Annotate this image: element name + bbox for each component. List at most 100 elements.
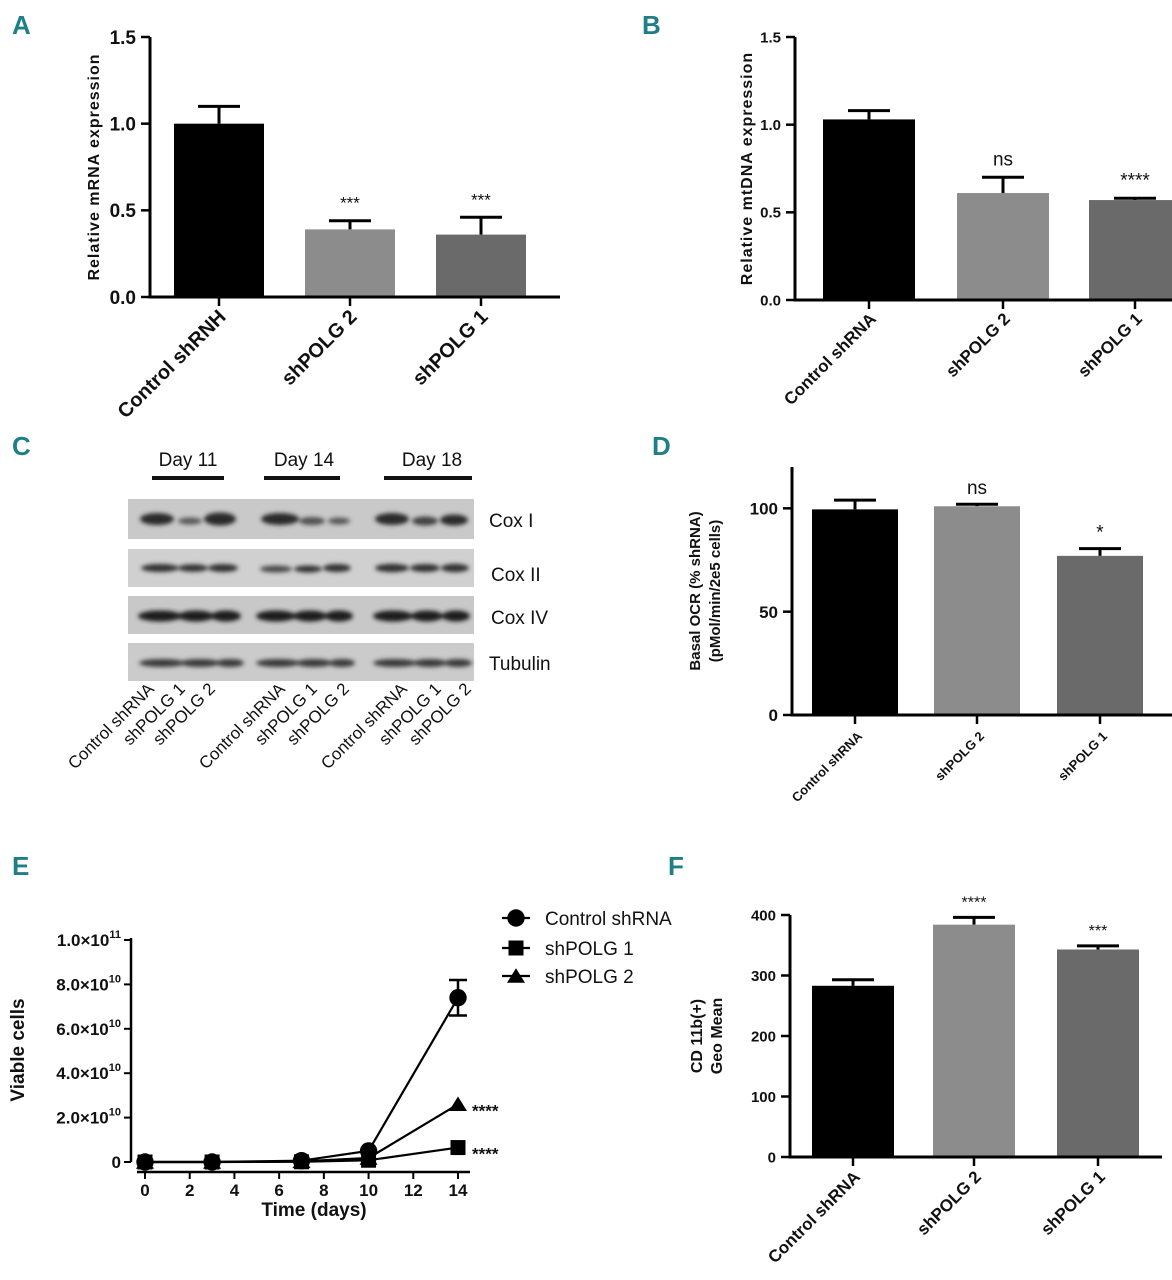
significance-label: ****	[962, 894, 987, 911]
blot-band	[208, 564, 238, 572]
blot-band	[294, 565, 322, 573]
blot-band	[444, 659, 472, 667]
protein-label: Cox IV	[491, 608, 548, 629]
blot-band	[256, 610, 296, 622]
western-blot-c: Day 11 Day 14 Day 18	[64, 450, 550, 773]
panel-letter: D	[652, 431, 671, 461]
blot-band	[375, 513, 409, 525]
x-tick-label: 8	[319, 1181, 328, 1200]
x-category-label: shPOLG 2	[942, 309, 1014, 381]
y-tick-label: 2.0×1010	[56, 1107, 121, 1128]
bar	[174, 123, 264, 298]
bar	[305, 229, 395, 297]
protein-label: Tubulin	[489, 654, 551, 675]
blot-band	[178, 564, 208, 572]
blot-band	[261, 513, 299, 525]
data-point	[203, 1154, 222, 1169]
x-tick-label: 0	[140, 1181, 149, 1200]
x-tick-label: 2	[185, 1181, 194, 1200]
blot-band	[325, 610, 353, 622]
blot-band	[412, 516, 438, 526]
y-axis-label: CD 11b(+)	[689, 999, 706, 1073]
blot-band	[411, 610, 443, 622]
significance-label: ns	[967, 478, 987, 499]
blot-band	[323, 564, 351, 572]
blot-band	[138, 610, 182, 622]
y-axis-label: Geo Mean	[709, 998, 726, 1074]
chart-d-basal-ocr: ns * 0 50 100 Control shRNA shPOLG 2 shPOLG 1 Ba…	[687, 467, 1172, 805]
y-tick-label: 0.0	[110, 288, 136, 309]
blot-band	[442, 610, 470, 622]
day-label: Day 11	[159, 450, 218, 471]
bar	[1089, 200, 1172, 300]
x-category-label: shPOLG 1	[409, 306, 493, 390]
significance-label: ***	[1089, 923, 1108, 940]
legend-label: shPOLG 1	[545, 939, 634, 960]
data-point	[292, 1153, 311, 1169]
legend-label: shPOLG 2	[545, 967, 634, 988]
series-line	[145, 997, 459, 1164]
y-tick-label: 0.5	[110, 201, 137, 222]
blot-band	[141, 564, 179, 572]
y-tick-label: 0	[769, 706, 778, 725]
significance-label: ns	[993, 149, 1013, 170]
x-category-label: shPOLG 2	[913, 1167, 985, 1239]
blot-band	[140, 513, 174, 525]
legend-marker	[507, 909, 525, 927]
x-category-label: Control shRNA	[789, 728, 866, 805]
y-tick-label: 8.0×1010	[56, 973, 121, 994]
y-axis-label: Relative mtDNA expression	[739, 52, 756, 285]
blot-band	[296, 659, 332, 667]
x-category-label: shPOLG 2	[932, 729, 987, 784]
bar	[1057, 949, 1139, 1157]
day-bracket	[384, 476, 472, 480]
panel-letter: C	[12, 431, 31, 461]
blot-band	[260, 565, 292, 573]
blot-band	[410, 564, 440, 572]
chart-e-viable-cells: 0 2.0×1010 4.0×1010 6.0×1010 8.0×1010 1.0×101…	[8, 909, 672, 1221]
y-tick-label: 100	[750, 499, 778, 518]
blot-band	[139, 659, 185, 667]
y-tick-label: 300	[751, 968, 776, 985]
y-tick-label: 0.5	[760, 205, 781, 222]
legend-marker	[507, 968, 525, 983]
x-tick-label: 4	[230, 1181, 240, 1200]
x-tick-label: 6	[274, 1181, 283, 1200]
day-label: Day 18	[402, 450, 462, 471]
y-axis-label: Viable cells	[8, 998, 29, 1101]
x-tick-label: 10	[359, 1181, 378, 1200]
blot-band	[299, 517, 325, 525]
x-category-label: shPOLG 1	[1037, 1167, 1109, 1239]
data-point	[359, 1150, 378, 1165]
significance-label: ***	[340, 194, 360, 213]
bar	[934, 506, 1020, 715]
y-axis-label: Basal OCR (% shRNA)	[687, 511, 704, 670]
chart-b-relative-mtdna: ns **** 0.0 0.5 1.0 1.5 Control shRNA shPOLG 2 s…	[739, 29, 1172, 409]
y-tick-label: 200	[751, 1028, 776, 1045]
y-tick-label: 1.5	[760, 29, 781, 46]
bar	[933, 924, 1015, 1157]
significance-label: *	[1096, 523, 1104, 544]
significance-label: ***	[471, 190, 491, 209]
y-tick-label: 0	[768, 1149, 776, 1166]
y-tick-label: 6.0×1010	[56, 1018, 121, 1039]
blot-band	[178, 610, 214, 622]
panel-letter: F	[668, 851, 684, 881]
panel-letter: E	[12, 851, 29, 881]
data-point	[136, 1154, 154, 1169]
day-bracket	[264, 476, 340, 480]
x-category-label: shPOLG 1	[1055, 729, 1110, 784]
x-category-label: Control shRNA	[780, 309, 880, 409]
bar	[812, 985, 894, 1157]
y-tick-label: 1.5	[110, 28, 137, 49]
y-tick-label: 1.0×1011	[57, 929, 121, 950]
blot-band	[256, 659, 300, 667]
legend-marker	[508, 940, 524, 956]
data-point	[450, 1140, 466, 1156]
data-point	[449, 989, 467, 1007]
bar	[823, 119, 915, 300]
blot-band	[375, 563, 409, 573]
blot-band	[413, 659, 447, 667]
y-tick-label: 0.0	[760, 292, 781, 309]
